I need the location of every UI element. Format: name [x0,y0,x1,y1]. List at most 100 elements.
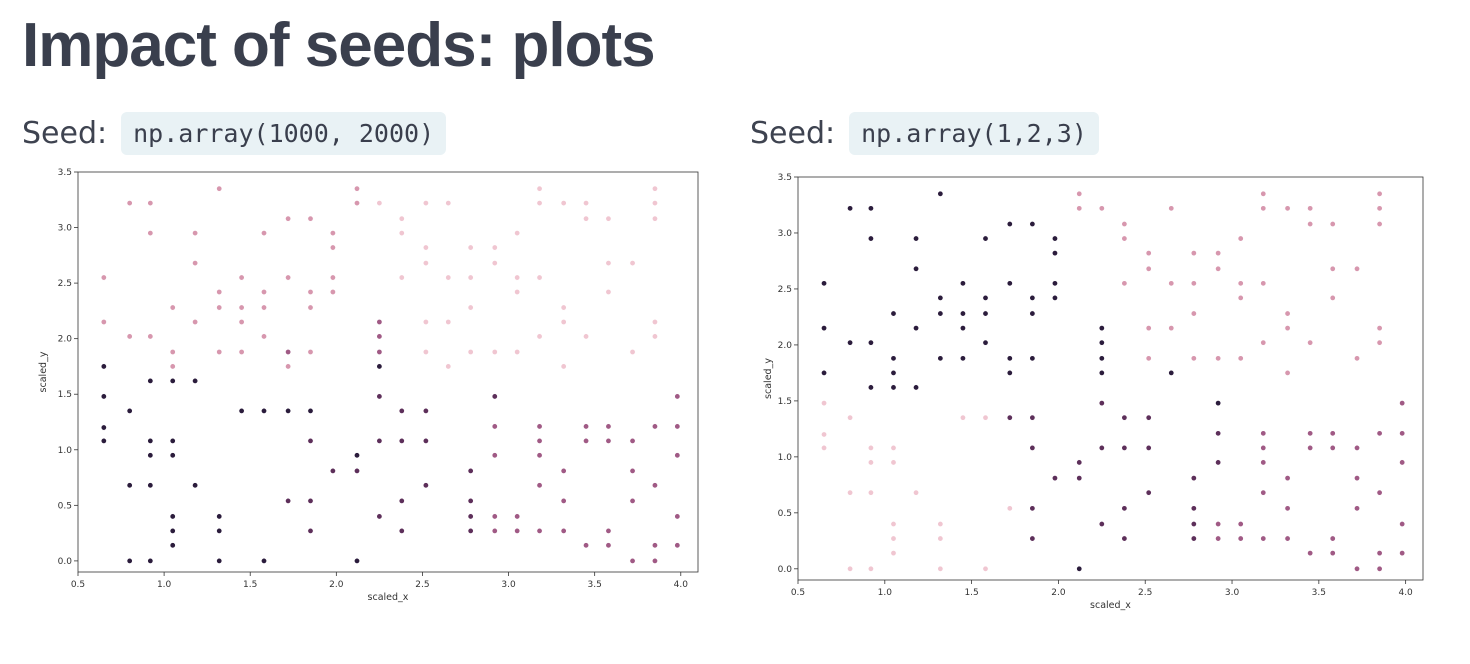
data-point [126,557,133,564]
data-point [536,274,543,281]
data-point [491,260,498,267]
data-point [1006,505,1013,512]
data-point [651,482,658,489]
data-point [491,393,498,400]
data-point [1237,294,1244,301]
data-point [1237,280,1244,287]
data-point [651,557,658,564]
data-point [1284,535,1291,542]
y-tick-label: 1.5 [58,390,72,400]
data-point [192,230,199,237]
data-point [629,497,636,504]
data-point [937,521,944,528]
data-point [982,235,989,242]
data-point [1284,205,1291,212]
data-point [1329,430,1336,437]
data-point [216,527,223,534]
data-point [514,349,521,356]
data-point [1215,430,1222,437]
data-point [514,274,521,281]
data-point [445,274,452,281]
data-point [1399,430,1406,437]
x-tick-label: 1.0 [157,580,172,590]
data-point [651,319,658,326]
data-point [1121,505,1128,512]
data-point [467,304,474,311]
data-point [1098,369,1105,376]
data-point [307,407,314,414]
data-point [491,452,498,459]
data-point [651,423,658,430]
data-point [126,407,133,414]
data-point [982,565,989,572]
data-point [847,414,854,421]
data-point [1260,489,1267,496]
data-point [651,200,658,207]
data-point [605,289,612,296]
data-point [674,513,681,520]
data-point [674,452,681,459]
data-point [583,437,590,444]
data-point [285,363,292,370]
data-point [1284,369,1291,376]
data-point [867,489,874,496]
data-point [1145,414,1152,421]
data-point [1006,280,1013,287]
data-point [605,260,612,267]
data-point [307,289,314,296]
data-point [1215,459,1222,466]
data-point [1006,414,1013,421]
data-point [1145,355,1152,362]
data-point [1190,310,1197,317]
y-tick-label: 0.0 [58,557,73,567]
data-point [867,384,874,391]
data-point [959,414,966,421]
data-point [1029,444,1036,451]
data-point [192,377,199,384]
data-point [1376,325,1383,332]
data-point [491,349,498,356]
data-point [285,497,292,504]
data-point [1029,294,1036,301]
data-point [1029,310,1036,317]
data-point [1121,235,1128,242]
scatter-svg: 0.5 1.0 1.5 2.0 2.5 3.0 3.5 4.0 0.0 0.5 1.0 1.5 2.0 2… [763,173,1424,611]
data-point [192,319,199,326]
data-point [491,244,498,251]
data-point [1145,325,1152,332]
data-point [422,437,429,444]
x-tick-label: 2.5 [1138,588,1152,598]
seed-label: Seed: [750,116,836,151]
data-point [216,304,223,311]
data-point [1260,459,1267,466]
seed-code: np.array(1,2,3) [849,112,1099,155]
data-point [913,235,920,242]
data-point [1260,205,1267,212]
data-point [147,377,154,384]
data-point [216,557,223,564]
data-point [307,215,314,222]
data-point [847,489,854,496]
data-point [261,289,268,296]
data-point [1029,505,1036,512]
data-point [126,482,133,489]
data-point [821,369,828,376]
data-point [422,482,429,489]
data-point [261,230,268,237]
plot-frame [797,176,1424,581]
data-point [959,280,966,287]
data-point [514,527,521,534]
data-point [560,467,567,474]
data-point [959,325,966,332]
data-point [1098,355,1105,362]
data-point [1051,280,1058,287]
data-point [445,363,452,370]
data-point [1354,444,1361,451]
data-point [560,200,567,207]
data-point [560,497,567,504]
data-point [398,497,405,504]
data-point [1260,280,1267,287]
data-point [307,437,314,444]
x-tick-label: 3.5 [1312,588,1326,598]
data-point [913,384,920,391]
